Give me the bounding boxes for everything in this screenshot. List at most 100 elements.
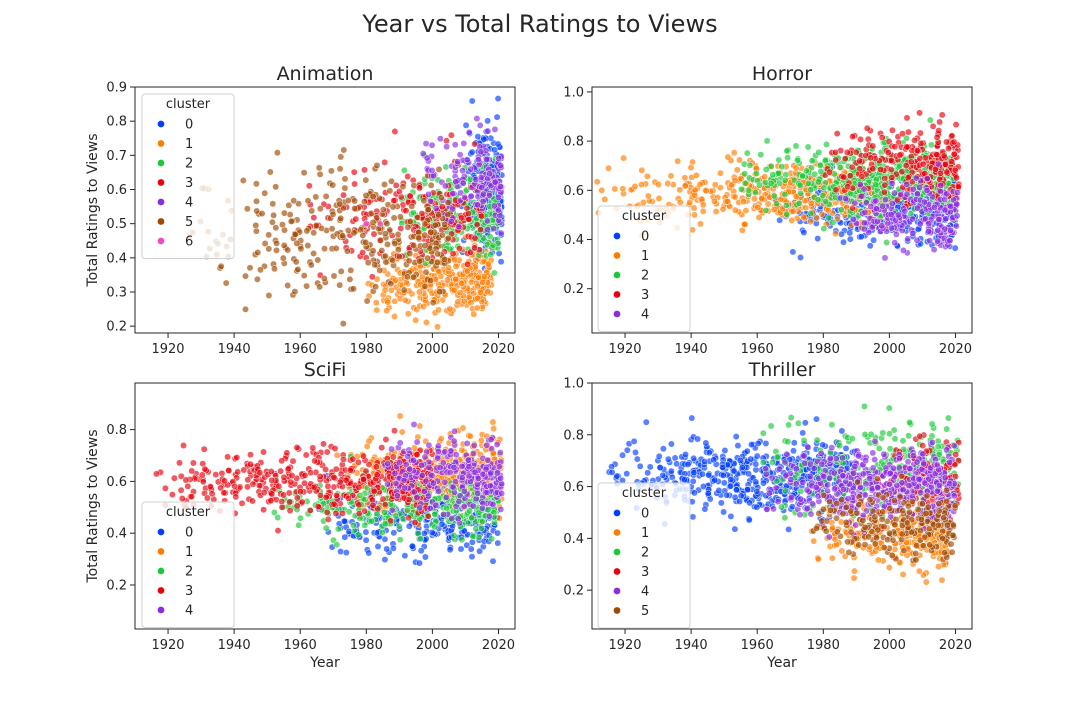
data-point	[405, 514, 413, 522]
data-point	[814, 178, 822, 186]
data-point	[334, 525, 342, 533]
data-point	[234, 468, 242, 476]
data-point	[369, 501, 377, 509]
data-point	[901, 207, 909, 215]
x-tick-label: 2000	[873, 342, 906, 357]
data-point	[361, 521, 369, 529]
data-point	[206, 483, 214, 491]
data-point	[395, 459, 403, 467]
data-point	[474, 489, 482, 497]
data-point	[415, 234, 423, 242]
data-point	[864, 135, 872, 143]
data-point	[802, 204, 810, 212]
data-point	[711, 181, 719, 189]
data-point	[170, 474, 178, 482]
legend-title: cluster	[166, 97, 211, 112]
data-point	[464, 210, 472, 218]
data-point	[844, 183, 852, 191]
data-point	[758, 195, 766, 203]
data-point	[833, 130, 841, 138]
data-point	[899, 130, 906, 138]
data-point	[826, 168, 834, 176]
data-point	[435, 165, 443, 173]
data-point	[761, 173, 769, 181]
data-point	[404, 310, 412, 318]
data-point	[418, 461, 426, 469]
data-point	[856, 157, 863, 165]
data-point	[471, 468, 479, 476]
data-point	[487, 469, 495, 477]
x-tick-label: 2020	[939, 342, 972, 357]
data-point	[638, 166, 646, 174]
data-point	[451, 427, 459, 435]
x-tick-label: 1960	[741, 342, 774, 357]
data-point	[804, 180, 812, 187]
data-point	[454, 298, 462, 306]
data-point	[941, 206, 949, 214]
data-point	[307, 469, 315, 477]
data-point	[293, 239, 301, 247]
data-point	[436, 288, 444, 296]
data-point	[390, 197, 398, 205]
legend-label: 0	[641, 230, 649, 245]
y-tick-label: 0.3	[106, 286, 127, 301]
data-point	[258, 210, 266, 218]
data-point	[797, 189, 805, 197]
data-point	[746, 161, 754, 169]
legend-marker	[613, 251, 621, 260]
data-point	[288, 472, 296, 480]
data-point	[431, 221, 439, 229]
data-point	[947, 202, 955, 210]
data-point	[925, 220, 933, 228]
data-point	[444, 211, 452, 219]
data-point	[279, 254, 287, 262]
data-point	[832, 156, 840, 164]
data-point	[849, 133, 857, 141]
data-point	[954, 189, 961, 196]
data-point	[271, 265, 278, 273]
data-point	[391, 240, 399, 247]
data-point	[947, 158, 955, 166]
data-point	[789, 207, 797, 215]
data-point	[933, 151, 941, 159]
data-point	[178, 495, 186, 502]
data-point	[451, 141, 459, 149]
data-point	[756, 181, 763, 189]
data-point	[837, 206, 845, 214]
data-point	[476, 121, 484, 129]
data-point	[177, 486, 185, 494]
x-tick-label: 1920	[151, 342, 184, 357]
data-point	[416, 559, 423, 567]
data-point	[843, 148, 851, 156]
data-point	[638, 181, 645, 189]
data-point	[304, 242, 312, 250]
data-point	[480, 273, 488, 280]
data-point	[239, 177, 247, 184]
data-point	[294, 265, 302, 273]
data-point	[413, 438, 421, 446]
data-point	[452, 275, 460, 283]
legend-label: 5	[185, 215, 193, 230]
data-point	[468, 97, 476, 105]
data-point	[464, 260, 472, 268]
data-point	[357, 226, 365, 234]
data-point	[285, 201, 293, 209]
data-point	[940, 152, 948, 160]
data-point	[699, 201, 707, 209]
data-point	[458, 446, 466, 454]
data-point	[942, 215, 950, 223]
data-point	[611, 185, 619, 193]
data-point	[410, 421, 418, 428]
data-point	[333, 541, 341, 549]
data-point	[342, 549, 350, 557]
data-point	[362, 220, 370, 228]
y-axis-label: Total Ratings to Views	[85, 133, 101, 287]
data-point	[220, 489, 228, 497]
data-point	[434, 323, 441, 331]
data-point	[903, 114, 911, 122]
data-point	[852, 148, 860, 156]
data-point	[497, 474, 505, 482]
data-point	[298, 498, 306, 506]
data-point	[184, 482, 192, 490]
data-point	[315, 164, 323, 172]
